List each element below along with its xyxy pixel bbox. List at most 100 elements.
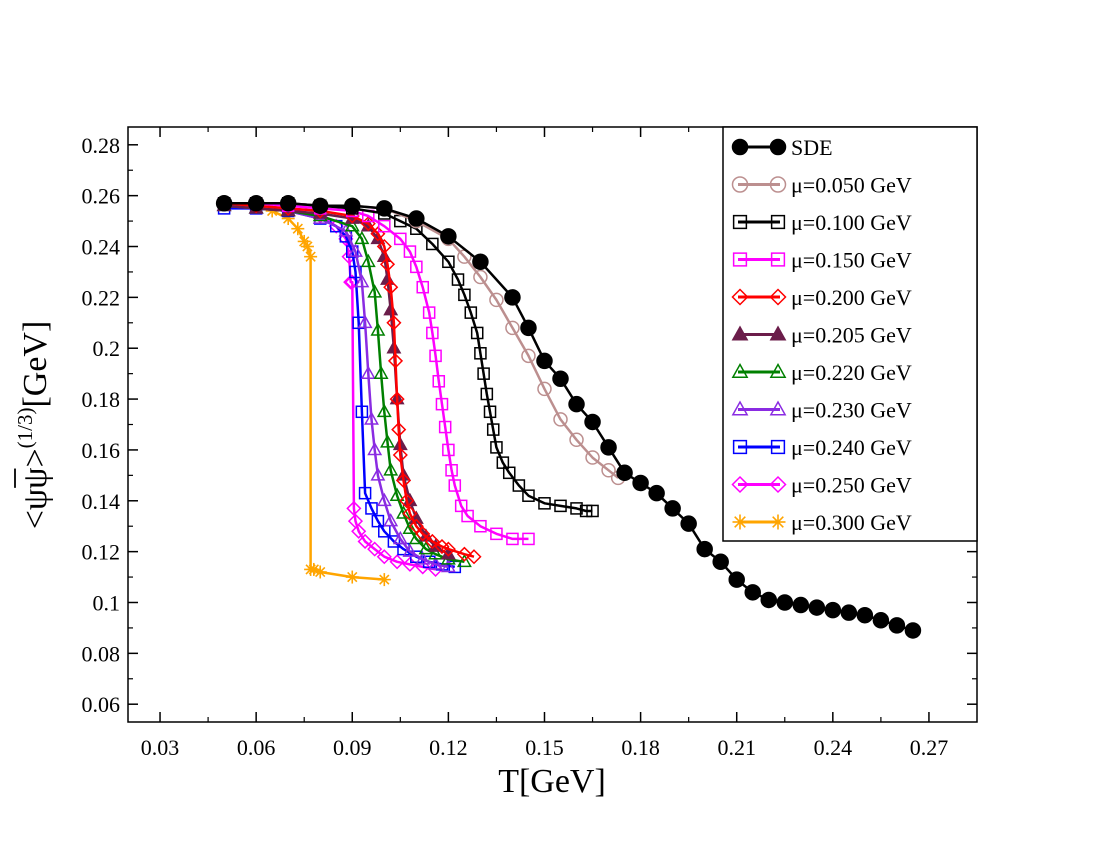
data-point: [389, 554, 405, 570]
data-point: [442, 443, 455, 457]
data-point: [383, 279, 399, 295]
data-point: [367, 541, 383, 557]
legend-item: SDE: [731, 135, 833, 160]
y-axis-label: <ψψ>(1/3)[GeV]: [13, 321, 54, 530]
data-point: [486, 423, 500, 436]
asterisk-stroke: [302, 241, 313, 252]
data-point: [396, 505, 411, 519]
data-point: [445, 463, 458, 477]
data-point: [416, 280, 430, 294]
data-point: [408, 210, 425, 227]
data-point: [367, 284, 383, 298]
data-point: [680, 515, 697, 532]
data-point: [387, 353, 404, 369]
legend-label: μ=0.050 GeV: [791, 173, 912, 198]
data-point: [435, 397, 449, 411]
data-point: [483, 405, 497, 419]
legend-label: μ=0.150 GeV: [791, 248, 912, 273]
data-point: [776, 594, 794, 611]
data-point: [473, 269, 488, 285]
y-axis-label-unit: [GeV]: [17, 321, 54, 408]
data-point: [365, 502, 378, 515]
data-point: [389, 391, 405, 407]
data-point: [418, 541, 434, 555]
data-point: [792, 596, 810, 614]
data-point: [552, 370, 569, 387]
data-point: [438, 420, 452, 434]
legend-marker: [731, 176, 749, 193]
y-tick-label: 0.1: [93, 590, 121, 615]
data-point: [383, 513, 399, 527]
y-tick-label: 0.2: [93, 336, 121, 361]
legend-marker: [731, 325, 749, 341]
y-tick-label: 0.18: [82, 387, 121, 412]
legend-marker: [732, 439, 748, 455]
data-point: [601, 463, 616, 478]
data-point: [461, 509, 474, 523]
legend-item: μ=0.230 GeV: [731, 398, 912, 423]
data-point: [346, 500, 362, 516]
data-point: [428, 546, 444, 560]
data-point: [464, 306, 478, 319]
data-point: [338, 231, 354, 247]
data-point: [904, 622, 922, 639]
y-tick-label: 0.16: [82, 438, 121, 463]
y-tick-label: 0.06: [82, 692, 121, 717]
series-group: [216, 197, 456, 560]
data-point: [504, 289, 521, 306]
data-point: [616, 464, 633, 482]
legend-marker: [770, 252, 786, 267]
data-point: [760, 591, 778, 609]
legend-marker: [731, 475, 749, 494]
data-point: [376, 403, 392, 418]
data-point: [355, 405, 369, 419]
data-point: [376, 238, 392, 255]
data-point: [472, 253, 489, 271]
data-point: [442, 255, 455, 269]
legend-label: μ=0.250 GeV: [791, 473, 912, 498]
data-point: [477, 367, 490, 380]
legend-item: μ=0.200 GeV: [731, 285, 912, 310]
legend-marker: [769, 362, 787, 378]
legend-marker: [770, 514, 786, 530]
data-point: [840, 604, 858, 621]
data-point: [648, 484, 665, 502]
data-point: [344, 197, 361, 215]
data-point: [872, 612, 890, 629]
legend-marker: [769, 400, 787, 416]
data-point: [360, 365, 376, 379]
data-point: [247, 195, 265, 212]
y-tick-label: 0.26: [82, 184, 121, 209]
data-point: [394, 232, 407, 246]
data-point: [354, 274, 370, 288]
data-point: [378, 219, 391, 233]
asterisk-stroke: [772, 516, 784, 528]
data-point: [744, 584, 761, 601]
data-point: [300, 240, 314, 254]
asterisk-stroke: [347, 571, 358, 583]
data-point: [506, 532, 519, 546]
data-point: [538, 497, 551, 510]
legend-marker: [731, 400, 749, 416]
y-tick-label: 0.08: [82, 641, 121, 666]
data-point: [358, 486, 372, 500]
data-point: [570, 502, 583, 515]
series-group: [217, 197, 535, 546]
data-point: [522, 489, 535, 502]
data-point: [520, 319, 537, 337]
data-point: [392, 530, 408, 545]
series-layer: [215, 195, 922, 639]
legend-marker: [769, 475, 787, 494]
legend-label: μ=0.205 GeV: [791, 323, 912, 348]
data-point: [456, 553, 472, 568]
data-point: [440, 541, 456, 557]
legend-marker: [731, 288, 749, 306]
x-tick-label: 0.09: [333, 735, 372, 760]
x-tick-label: 0.12: [429, 735, 468, 760]
data-point: [536, 352, 553, 370]
data-point: [399, 493, 415, 509]
data-point: [376, 492, 392, 507]
data-point: [474, 519, 487, 533]
data-point: [360, 253, 376, 268]
data-point: [395, 472, 412, 489]
